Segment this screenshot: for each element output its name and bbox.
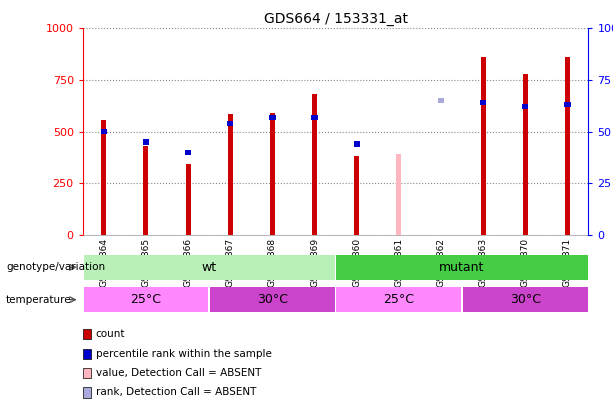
Bar [564,102,571,107]
Text: wt: wt [202,261,217,274]
Bar [522,104,528,109]
Bar [228,114,233,235]
Text: 25°C: 25°C [383,293,414,306]
Bar [227,121,234,126]
Text: 30°C: 30°C [257,293,288,306]
Text: count: count [96,329,125,339]
Bar [481,57,485,235]
Bar [101,120,107,235]
Bar [523,74,528,235]
Bar [337,287,461,313]
Text: genotype/variation: genotype/variation [6,262,105,272]
Text: 30°C: 30°C [510,293,541,306]
Bar [463,287,588,313]
Bar [269,115,276,120]
Bar [354,141,360,147]
Bar [101,129,107,134]
Bar [210,287,335,313]
Bar [143,139,149,145]
Text: temperature: temperature [6,295,72,305]
Bar [186,164,191,235]
Bar [143,146,148,235]
Bar [312,94,317,235]
Text: percentile rank within the sample: percentile rank within the sample [96,349,272,358]
Bar [337,255,588,280]
Bar [185,150,191,155]
Bar [354,156,359,235]
Text: value, Detection Call = ABSENT: value, Detection Call = ABSENT [96,368,261,378]
Bar [83,287,208,313]
Bar [438,98,444,103]
Bar [270,113,275,235]
Text: 25°C: 25°C [131,293,161,306]
Title: GDS664 / 153331_at: GDS664 / 153331_at [264,12,408,26]
Text: mutant: mutant [440,261,485,274]
Text: rank, Detection Call = ABSENT: rank, Detection Call = ABSENT [96,388,256,397]
Bar [565,57,570,235]
Bar [311,115,318,120]
Bar [83,255,335,280]
Bar [396,154,402,235]
Bar [480,100,486,105]
